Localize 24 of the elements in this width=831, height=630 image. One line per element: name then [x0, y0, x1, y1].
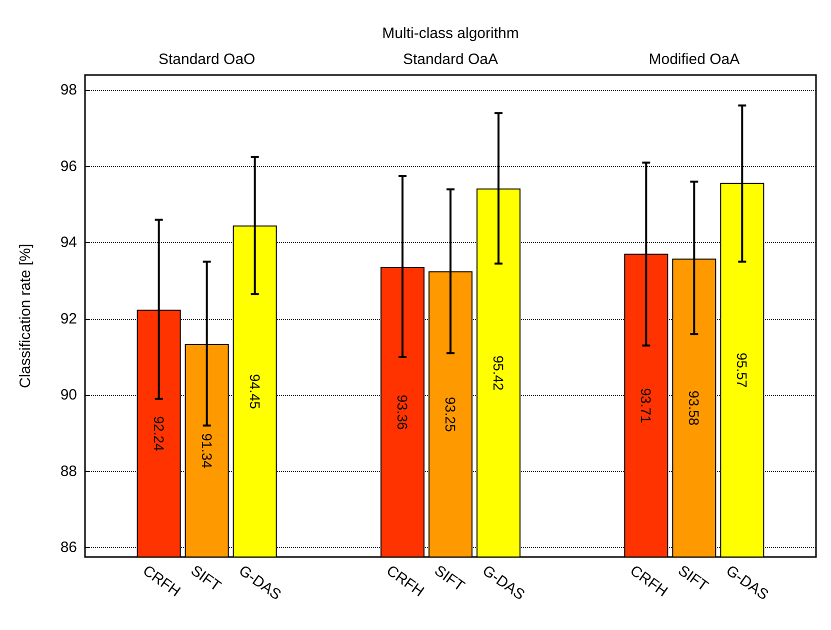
- text: SIFT: [431, 562, 468, 595]
- data-label: 91.34: [198, 433, 215, 468]
- data-label: 93.71: [638, 388, 654, 424]
- y-tick-label: 88: [60, 462, 77, 480]
- x-axis-title: Multi-class algorithm: [382, 25, 519, 42]
- data-label: 95.42: [490, 356, 506, 391]
- y-tick-label: 90: [60, 386, 77, 404]
- y-tick-label: 94: [60, 234, 77, 252]
- x-tick-label: Standard OaO: [158, 51, 256, 68]
- x-tick-label: Standard OaA: [402, 51, 498, 68]
- x-tick-label: Modified OaA: [648, 51, 740, 68]
- y-tick-label: 96: [60, 158, 77, 175]
- text: SIFT: [674, 562, 712, 595]
- data-label: 93.58: [686, 390, 702, 426]
- y-tick-label: 86: [60, 538, 77, 556]
- y-tick-label: 92: [60, 310, 77, 328]
- data-label: 94.45: [246, 374, 263, 410]
- text: SIFT: [188, 562, 224, 595]
- y-axis-title: Classification rate [%]: [17, 244, 34, 388]
- data-label: 95.57: [734, 352, 750, 388]
- data-label: 93.25: [442, 396, 458, 432]
- data-label: 92.24: [150, 416, 167, 452]
- data-label: 93.36: [394, 394, 410, 430]
- y-tick-label: 98: [60, 82, 77, 99]
